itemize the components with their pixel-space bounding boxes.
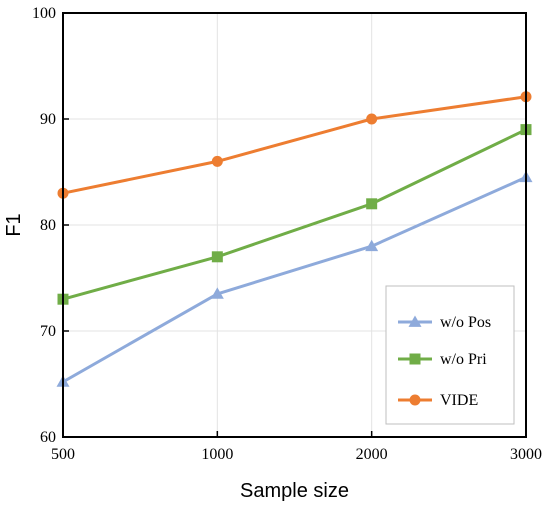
y-tick-label: 90 bbox=[40, 111, 56, 128]
tick-labels: 60 70 80 90 100 500 1000 2000 3000 bbox=[32, 5, 542, 463]
y-tick-label: 70 bbox=[40, 323, 56, 340]
y-tick-label: 80 bbox=[40, 217, 56, 234]
series-line-w-o-pri bbox=[62, 128, 527, 301]
x-axis-title: Sample size bbox=[240, 480, 349, 502]
y-axis-title: F1 bbox=[3, 213, 25, 236]
x-tick-label: 3000 bbox=[510, 446, 542, 463]
legend-marker-w-o-pos bbox=[408, 315, 422, 327]
grid bbox=[63, 13, 526, 437]
y-tick-label: 100 bbox=[32, 5, 56, 22]
y-tick-label: 60 bbox=[40, 429, 56, 446]
axis-ticks bbox=[62, 12, 527, 438]
x-tick-label: 1000 bbox=[201, 446, 233, 463]
legend-marker-vide bbox=[409, 394, 421, 406]
series-line-vide bbox=[62, 95, 527, 195]
x-tick-label: 500 bbox=[51, 446, 75, 463]
data-point-w-o-pri bbox=[366, 198, 378, 210]
legend: w/o Pos w/o Pri VIDE bbox=[385, 285, 515, 425]
legend-label-w-o-pos: w/o Pos bbox=[440, 314, 491, 331]
series-line-w-o-pos bbox=[62, 175, 527, 384]
data-point-w-o-pri bbox=[211, 251, 223, 263]
legend-marker-w-o-pri bbox=[409, 353, 421, 365]
series-vide bbox=[57, 91, 532, 199]
data-point-vide bbox=[366, 113, 378, 125]
legend-label-vide: VIDE bbox=[440, 392, 478, 409]
data-point-w-o-pos bbox=[210, 287, 224, 299]
series-w-o-pri bbox=[57, 124, 532, 305]
legend-label-w-o-pri: w/o Pri bbox=[440, 351, 487, 368]
data-point-vide bbox=[211, 155, 223, 167]
data-point-w-o-pos bbox=[365, 239, 379, 252]
x-tick-label: 2000 bbox=[356, 446, 388, 463]
